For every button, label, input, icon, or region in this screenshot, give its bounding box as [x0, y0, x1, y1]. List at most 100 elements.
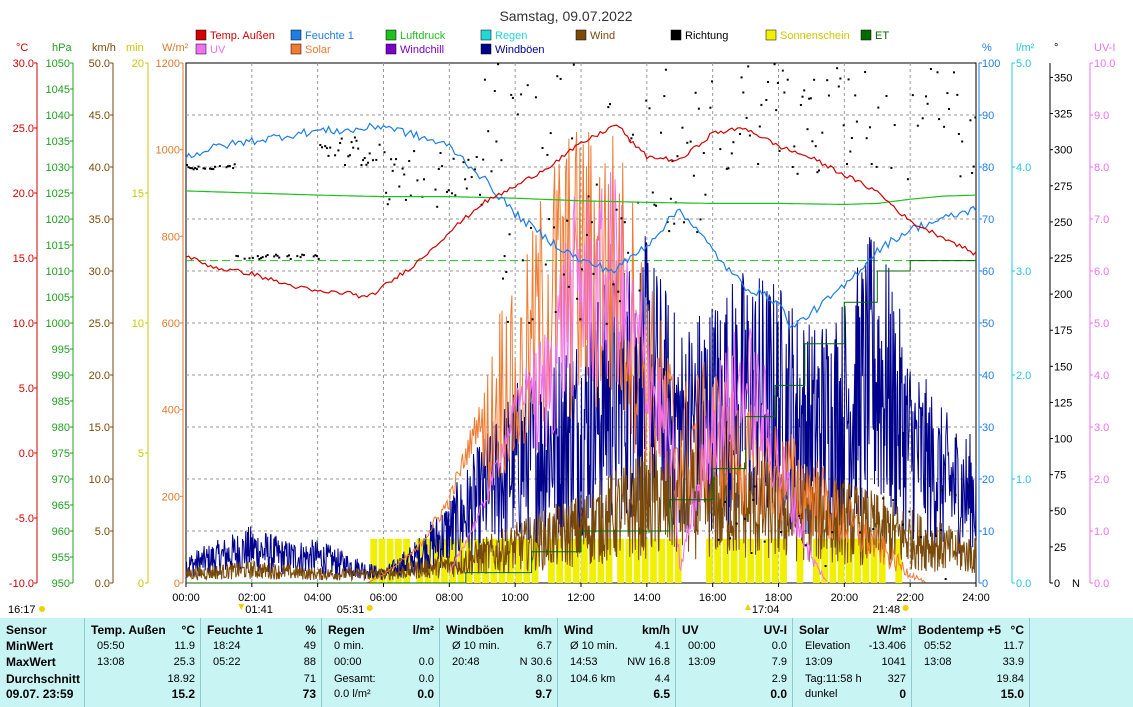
direction-dot: [623, 221, 626, 224]
sunshine-bar: [650, 538, 657, 583]
x-tick-label: 20:00: [831, 592, 859, 604]
stats-time: 13:09: [688, 656, 716, 668]
axis-unit: hPa: [52, 42, 72, 54]
direction-dot: [953, 71, 955, 74]
direction-dot: [757, 163, 760, 165]
sunshine-bar: [821, 538, 829, 583]
stats-unit: UV-I: [763, 623, 787, 637]
axis-tick-label: 1015: [46, 240, 70, 252]
direction-dot: [197, 165, 200, 168]
axis-tick-label: 5.0: [1094, 318, 1109, 330]
stats-value: 0.0: [418, 673, 434, 685]
axis-tick-label: 1030: [46, 162, 70, 174]
direction-dot: [467, 158, 470, 161]
direction-dot: [409, 194, 412, 197]
direction-dot: [959, 175, 962, 178]
direction-dot: [669, 197, 672, 200]
sunset-icon: [902, 605, 909, 611]
legend-swatch: [290, 43, 302, 55]
direction-dot: [398, 185, 401, 188]
direction-dot: [655, 204, 658, 207]
axis-tick-label: -5.0: [15, 513, 34, 525]
legend-label: Sonnenschein: [780, 30, 850, 42]
direction-dot: [190, 167, 193, 170]
direction-dot: [778, 150, 781, 152]
direction-dot: [776, 82, 779, 84]
axis-tick-label: 50.0: [89, 58, 110, 70]
direction-dot: [439, 152, 442, 154]
direction-dot: [783, 91, 786, 94]
direction-dot: [562, 273, 565, 276]
direction-dot: [576, 297, 579, 300]
uv-series: [448, 172, 828, 582]
direction-dot: [683, 221, 685, 224]
legend-swatch: [575, 29, 587, 41]
stats-row-label: 09.07. 23:59: [6, 687, 74, 701]
direction-dot: [612, 283, 615, 286]
stats-column: Bodentemp +5 °C 05:52 11.7 13:08 33.9 19.84 15.…: [912, 618, 1030, 707]
direction-dot: [773, 63, 776, 66]
direction-dot: [278, 256, 281, 259]
direction-dot: [390, 158, 393, 161]
stats-time: 00:00: [688, 640, 716, 652]
direction-dot: [681, 126, 684, 129]
sunshine-bar: [556, 538, 564, 583]
direction-dot: [786, 78, 789, 81]
sunshine-bar: [878, 538, 886, 583]
x-tick-label: 16:00: [699, 592, 727, 604]
stats-value: 11.7: [1003, 640, 1024, 652]
sunshine-bar: [564, 538, 572, 583]
axis-tick-label: 955: [52, 552, 70, 564]
direction-dot: [413, 150, 416, 153]
direction-dot: [362, 159, 365, 162]
stats-time: 0 min.: [334, 640, 364, 652]
axis-tick-label: 0: [1054, 578, 1060, 590]
direction-dot: [875, 165, 878, 168]
direction-dot: [553, 226, 555, 229]
direction-dot: [581, 268, 583, 271]
x-tick-label: 14:00: [633, 592, 661, 604]
direction-dot: [974, 116, 977, 119]
direction-dot: [663, 95, 666, 98]
direction-dot: [462, 161, 465, 164]
axis-tick-label: 1040: [46, 110, 70, 122]
direction-dot: [289, 258, 292, 260]
direction-dot: [653, 203, 656, 206]
direction-dot: [337, 149, 340, 152]
direction-dot: [227, 165, 230, 168]
direction-dot: [403, 173, 406, 176]
direction-dot: [299, 256, 302, 259]
direction-dot: [266, 254, 269, 256]
direction-dot: [725, 167, 728, 170]
legend-label: Windchill: [400, 44, 444, 56]
stats-row-label: MaxWert: [6, 655, 56, 669]
direction-dot: [314, 254, 317, 257]
direction-dot: [752, 498, 755, 501]
stats-column: Sensor MinWert MaxWert Durchschnitt 09.07. 2…: [0, 618, 85, 707]
sunshine-bar: [395, 538, 402, 583]
axis-tick-label: 1.0: [1094, 526, 1109, 538]
sunshine-bar: [747, 538, 754, 583]
direction-dot: [750, 552, 753, 554]
stats-value: 327: [887, 673, 906, 685]
direction-dot: [632, 133, 634, 136]
direction-dot: [508, 233, 511, 236]
stats-time: 18:24: [213, 640, 241, 652]
direction-dot: [482, 158, 485, 161]
direction-dot: [906, 178, 909, 181]
sunshine-bar: [378, 538, 386, 583]
legend-label: ET: [875, 30, 889, 42]
stats-time: 104.6 km: [570, 673, 616, 685]
direction-dot: [534, 96, 537, 99]
sunshine-bar: [605, 538, 613, 583]
direction-dot: [729, 537, 732, 540]
direction-dot: [454, 194, 457, 197]
direction-dot: [510, 93, 513, 96]
direction-dot: [865, 137, 868, 140]
direction-dot: [434, 188, 437, 191]
stats-value: NW 16.8: [627, 656, 670, 668]
axis-tick-label: 1010: [46, 266, 70, 278]
direction-dot: [566, 219, 569, 222]
direction-dot: [671, 160, 674, 163]
legend-label: Windböen: [495, 44, 545, 56]
